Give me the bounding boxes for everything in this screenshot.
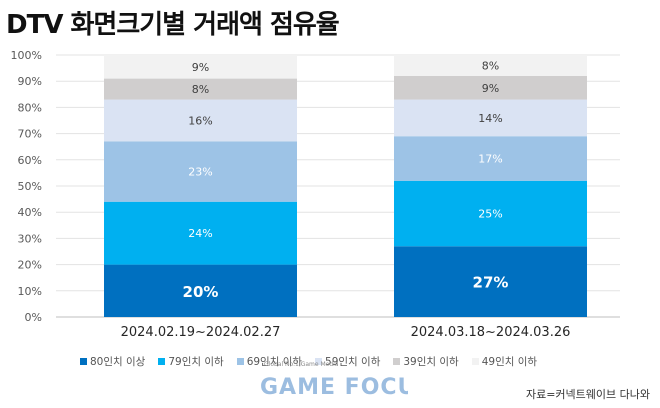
legend-item: 79인치 이하 [158, 354, 224, 369]
y-tick-label: 40% [18, 206, 42, 219]
legend-label: 69인치 이하 [246, 356, 303, 368]
bar-segment [104, 264, 297, 317]
y-tick-label: 10% [18, 285, 42, 298]
y-tick-label: 20% [18, 259, 42, 272]
data-label: 24% [188, 227, 212, 240]
y-tick-label: 80% [18, 101, 42, 114]
bar-segment [394, 75, 587, 100]
y-tick-label: 100% [11, 49, 42, 62]
data-label: 9% [192, 61, 209, 74]
y-tick-label: 0% [25, 311, 42, 324]
bar-segment [104, 141, 297, 202]
data-label: 8% [192, 83, 209, 96]
x-category-label: 2024.03.18~2024.03.26 [411, 325, 571, 340]
y-tick-label: 30% [18, 232, 42, 245]
bar-segment [104, 201, 297, 265]
source-note: 자료=커넥트웨이브 다나와 [525, 388, 650, 401]
legend-swatch [315, 358, 323, 365]
data-label: 9% [482, 82, 499, 95]
chart-title: DTV 화면크기별 거래액 점유율 [6, 10, 340, 40]
legend-label: 79인치 이하 [168, 356, 224, 368]
legend-label: 59인치 이하 [325, 356, 381, 368]
bar-segment [394, 246, 587, 317]
legend-swatch [471, 358, 479, 365]
legend-item: 59인치 이하 [315, 354, 380, 369]
legend-swatch [393, 358, 401, 365]
data-label: 27% [473, 274, 509, 292]
legend-item: 39인치 이하 [393, 354, 459, 369]
data-label: 14% [478, 112, 502, 125]
bar-segment [394, 55, 587, 76]
legend-label: 80인치 이상 [90, 356, 146, 368]
data-label: 20% [183, 283, 219, 301]
data-label: 16% [188, 115, 212, 128]
legend-item: 80인치 이상 [80, 354, 145, 369]
legend-label: 39인치 이하 [403, 356, 459, 368]
y-tick-label: 60% [18, 154, 42, 167]
legend-swatch [80, 358, 87, 365]
data-label: 17% [478, 152, 502, 165]
chart-legend: 80인치 이상 79인치 이하 69인치 이하 59인치 이하 39인치 이하 49인치 … [80, 354, 537, 369]
data-label: 25% [478, 208, 502, 221]
bar-segment [394, 136, 587, 181]
legend-label: 49인치 이하 [481, 356, 538, 368]
bar-segment [394, 180, 587, 247]
legend-item: 49인치 이하 [471, 354, 538, 369]
bar-segment [394, 99, 587, 137]
data-label: 23% [188, 166, 212, 179]
legend-item: 69인치 이하 [236, 354, 303, 369]
bar-segment [104, 55, 297, 79]
x-category-label: 2024.02.19~2024.02.27 [121, 325, 281, 340]
bar-segment [104, 78, 297, 100]
bar-segment [104, 99, 297, 142]
legend-swatch [158, 358, 166, 365]
y-tick-label: 90% [18, 75, 42, 88]
legend-swatch [236, 358, 244, 365]
y-tick-label: 70% [18, 128, 42, 141]
y-tick-label: 50% [18, 180, 42, 193]
data-label: 8% [482, 59, 499, 72]
